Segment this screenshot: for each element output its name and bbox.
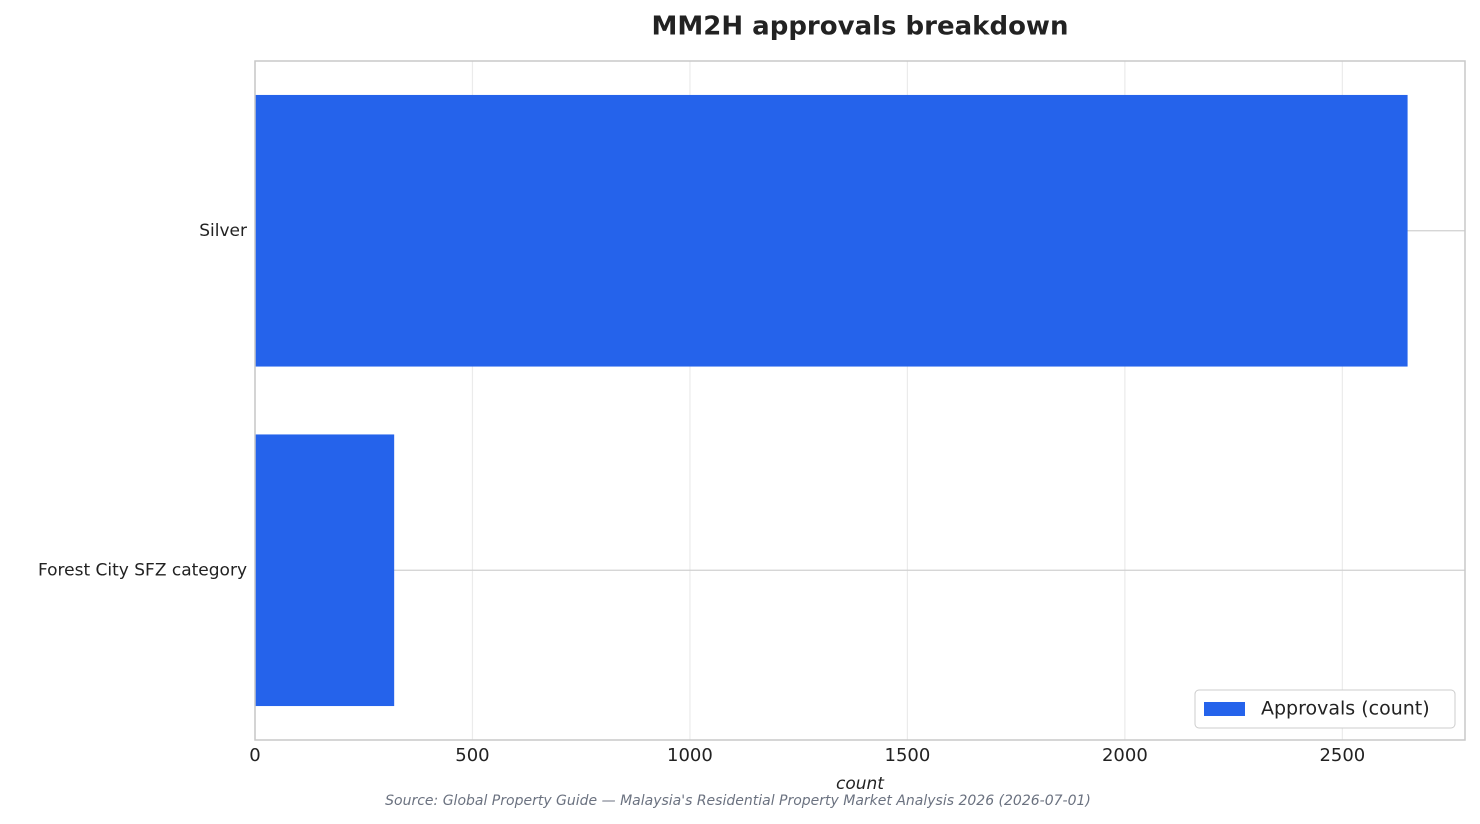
legend-swatch [1204, 702, 1245, 716]
legend-label: Approvals (count) [1261, 698, 1430, 720]
x-tick-label: 2500 [1319, 745, 1365, 766]
y-tick-label: Silver [199, 221, 247, 241]
y-tick-label: Forest City SFZ category [38, 560, 247, 580]
x-tick-label: 0 [249, 745, 260, 766]
bar [255, 94, 1408, 367]
x-axis-label: count [836, 774, 885, 794]
bar [255, 434, 395, 707]
x-tick-label: 2000 [1102, 745, 1148, 766]
x-tick-label: 1000 [667, 745, 713, 766]
plot-frame [254, 60, 1466, 741]
chart-title: MM2H approvals breakdown [652, 12, 1069, 42]
x-tick-label: 1500 [885, 745, 931, 766]
source-note: Source: Global Property Guide — Malaysia… [385, 793, 1091, 809]
x-tick-label: 500 [455, 745, 489, 766]
legend-box [1194, 689, 1456, 729]
